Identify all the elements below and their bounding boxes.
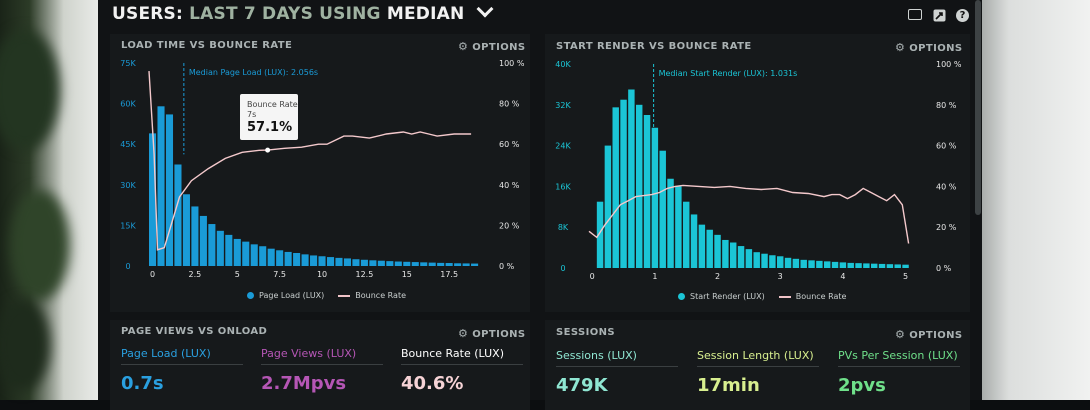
- tooltip-label: Bounce Rate: [247, 100, 298, 109]
- legend-swatch-line: [338, 294, 351, 297]
- legend-page-load: Page Load (LUX): [259, 291, 325, 300]
- legend-swatch-bar: [247, 292, 254, 299]
- legend-start-render: Start Render (LUX): [690, 292, 765, 301]
- leaf-shape: [10, 190, 70, 300]
- metric-pvs-per-session[interactable]: PVs Per Session (LUX) 2pvs: [838, 349, 960, 396]
- legend-swatch-line: [778, 295, 791, 298]
- metric-label: PVs Per Session (LUX): [838, 349, 960, 367]
- legend-swatch-bar: [678, 293, 685, 300]
- toolbar-icons: ?: [908, 9, 969, 22]
- metric-page-load[interactable]: Page Load (LUX) 0.7s: [121, 347, 243, 394]
- chevron-down-icon[interactable]: [476, 0, 494, 18]
- start-render-panel: [545, 34, 970, 312]
- render-chart-options-button[interactable]: ⚙ OPTIONS: [895, 41, 963, 54]
- background-plant-blur: [0, 0, 98, 400]
- page-views-options-button[interactable]: ⚙ OPTIONS: [458, 327, 526, 340]
- page-views-title: PAGE VIEWS VS ONLOAD: [121, 326, 268, 337]
- metric-label: Bounce Rate (LUX): [401, 347, 523, 365]
- gear-icon: ⚙: [458, 40, 469, 53]
- tooltip-value: 57.1%: [247, 120, 293, 135]
- metric-label: Page Load (LUX): [121, 347, 243, 365]
- metric-sessions[interactable]: Sessions (LUX) 479K: [556, 349, 678, 396]
- title-range-label: LAST 7 DAYS: [189, 4, 314, 24]
- title-method: MEDIAN: [386, 4, 465, 24]
- share-icon[interactable]: [932, 9, 946, 21]
- load-chart-title: LOAD TIME VS BOUNCE RATE: [121, 40, 293, 51]
- legend-bounce-rate: Bounce Rate: [795, 292, 847, 301]
- leaf-shape: [0, 30, 60, 150]
- render-chart-legend: Start Render (LUX) Bounce Rate: [678, 292, 846, 301]
- load-chart-legend: Page Load (LUX) Bounce Rate: [247, 291, 406, 300]
- render-chart-title: START RENDER VS BOUNCE RATE: [556, 41, 752, 52]
- load-time-panel: [110, 34, 530, 312]
- tooltip-x: 7s: [247, 110, 257, 119]
- scrollbar[interactable]: [975, 0, 981, 215]
- gear-icon: ⚙: [458, 327, 469, 340]
- dashboard-title[interactable]: USERS: LAST 7 DAYS USING MEDIAN: [112, 0, 494, 24]
- load-chart-options-button[interactable]: ⚙ OPTIONS: [458, 40, 526, 53]
- leaf-shape: [0, 300, 50, 390]
- gear-icon: ⚙: [895, 328, 906, 341]
- title-using: USING: [319, 4, 381, 24]
- metric-value: 17min: [697, 375, 760, 396]
- gear-icon: ⚙: [895, 41, 906, 54]
- options-label: OPTIONS: [909, 43, 963, 54]
- metric-value: 40.6%: [401, 373, 464, 394]
- metric-value: 0.7s: [121, 373, 164, 394]
- sessions-title: SESSIONS: [556, 327, 615, 338]
- metric-session-length[interactable]: Session Length (LUX) 17min: [697, 349, 819, 396]
- help-icon[interactable]: ?: [956, 9, 969, 22]
- metric-page-views[interactable]: Page Views (LUX) 2.7Mpvs: [261, 347, 383, 394]
- options-label: OPTIONS: [472, 329, 526, 340]
- metric-bounce-rate[interactable]: Bounce Rate (LUX) 40.6%: [401, 347, 523, 394]
- title-prefix: USERS:: [112, 4, 183, 24]
- bounce-rate-tooltip: Bounce Rate 7s 57.1%: [240, 94, 298, 140]
- options-label: OPTIONS: [472, 42, 526, 53]
- options-label: OPTIONS: [909, 330, 963, 341]
- metric-value: 2pvs: [838, 375, 886, 396]
- metric-label: Sessions (LUX): [556, 349, 678, 367]
- page-views-panel: [110, 320, 530, 410]
- metric-label: Page Views (LUX): [261, 347, 383, 365]
- sessions-options-button[interactable]: ⚙ OPTIONS: [895, 328, 963, 341]
- metric-value: 2.7Mpvs: [261, 373, 347, 394]
- metric-label: Session Length (LUX): [697, 349, 819, 367]
- metric-value: 479K: [556, 375, 608, 396]
- sessions-panel: [545, 320, 970, 410]
- background-wall-blur: [982, 0, 1090, 400]
- monitor-icon[interactable]: [908, 9, 922, 20]
- legend-bounce-rate: Bounce Rate: [355, 291, 407, 300]
